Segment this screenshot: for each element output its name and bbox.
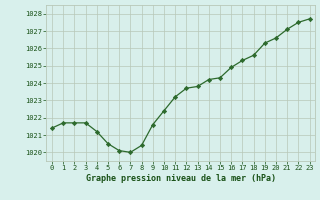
X-axis label: Graphe pression niveau de la mer (hPa): Graphe pression niveau de la mer (hPa) (86, 174, 276, 183)
